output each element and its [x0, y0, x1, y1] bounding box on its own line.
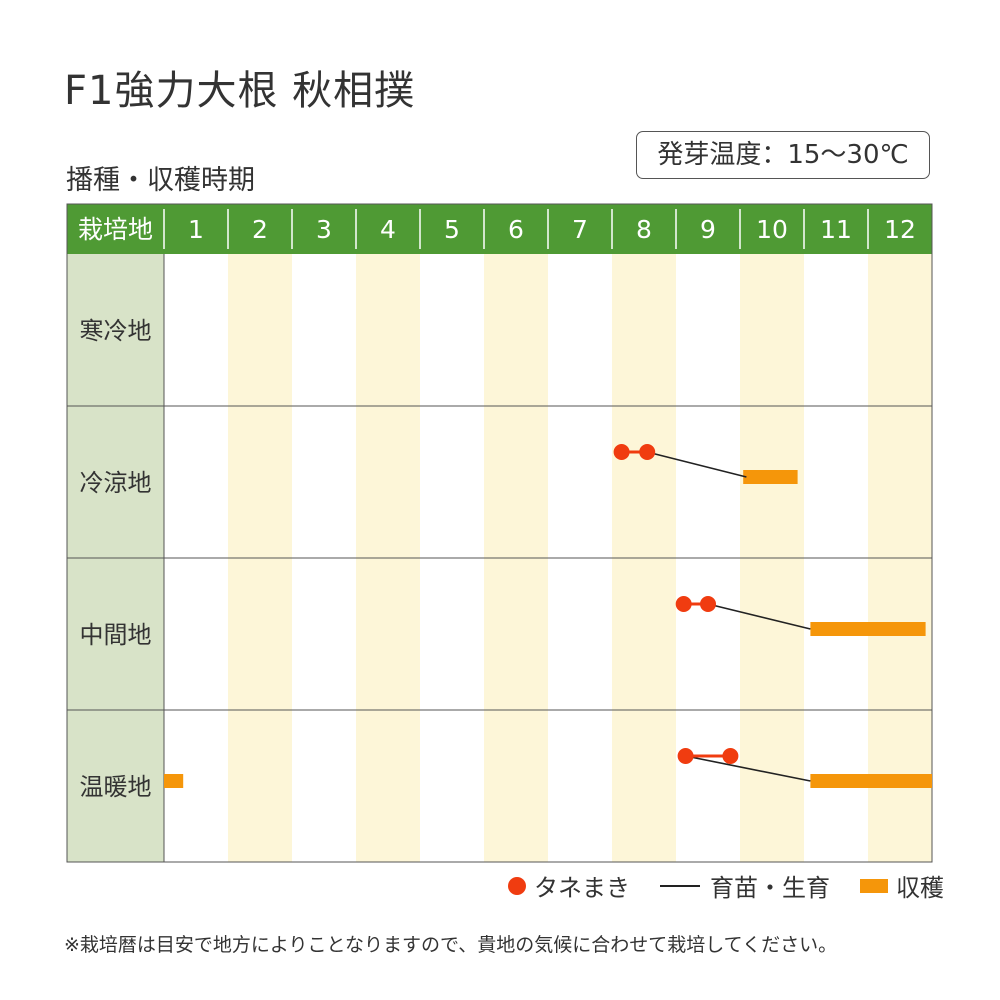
legend-harvest: 収穫	[860, 868, 944, 903]
month-label: 1	[188, 215, 204, 244]
region-label: 中間地	[80, 621, 152, 649]
legend-sowing-label: タネまき	[534, 874, 630, 902]
harvest-bar	[810, 622, 926, 636]
harvest-bar-icon	[860, 878, 888, 893]
growth-line-icon	[660, 884, 700, 887]
germination-temp-box: 発芽温度：15〜30℃	[636, 131, 930, 179]
harvest-bar	[810, 774, 932, 788]
month-label: 3	[316, 215, 332, 244]
chart-subtitle: 播種・収穫時期	[66, 165, 255, 196]
sowing-point	[675, 596, 692, 612]
legend-growth: 育苗・生育	[660, 868, 830, 903]
harvest-bar	[164, 774, 184, 788]
harvest-bar	[743, 470, 798, 484]
legend-sowing: タネまき	[508, 868, 630, 903]
month-label: 7	[572, 215, 588, 244]
month-label: 6	[508, 215, 524, 244]
page-title: F1強力大根 秋相撲	[64, 68, 416, 114]
sowing-point	[613, 444, 630, 460]
sowing-point	[677, 748, 694, 764]
month-label: 11	[820, 215, 852, 244]
region-label: 寒冷地	[80, 317, 152, 345]
month-label: 9	[700, 215, 716, 244]
growth-line	[647, 451, 747, 478]
month-label: 2	[252, 215, 268, 244]
sowing-point	[700, 596, 716, 612]
header-region-label: 栽培地	[78, 215, 153, 244]
footnote: ※栽培暦は目安で地方によりことなりますので、貴地の気候に合わせて栽培してください…	[64, 934, 838, 956]
chart-frame	[66, 203, 933, 863]
sowing-point	[639, 444, 656, 460]
month-label: 12	[884, 215, 916, 244]
legend: タネまき 育苗・生育 収穫	[508, 868, 944, 903]
legend-harvest-label: 収穫	[896, 874, 944, 902]
growth-line	[685, 755, 811, 782]
region-label: 冷涼地	[80, 469, 152, 497]
growth-line	[707, 603, 811, 630]
header-row-bg	[67, 204, 932, 254]
month-label: 5	[444, 215, 460, 244]
month-label: 4	[380, 215, 396, 244]
legend-growth-label: 育苗・生育	[710, 874, 830, 902]
month-label: 10	[756, 215, 788, 244]
region-label: 温暖地	[80, 773, 152, 801]
sowing-point	[722, 748, 739, 764]
sowing-dot-icon	[508, 876, 526, 895]
month-label: 8	[636, 215, 652, 244]
